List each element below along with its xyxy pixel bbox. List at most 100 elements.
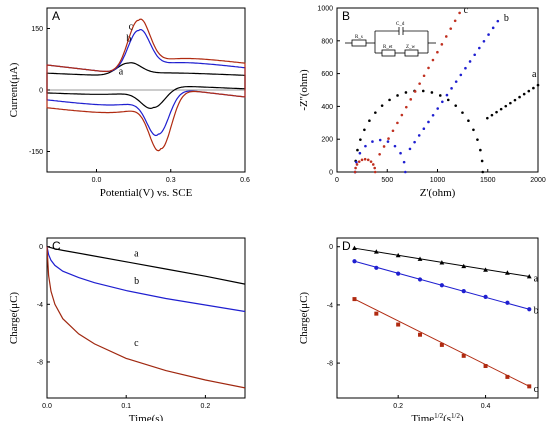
anson-point-c: [439, 342, 444, 347]
y-axis-label-d: Charge(μC): [298, 292, 310, 344]
eis-point-b: [404, 170, 407, 174]
cv-curve-b: [46, 28, 246, 137]
y-tick-label-b: 1000: [317, 6, 333, 13]
panel-label-b: B: [342, 9, 350, 23]
x-axis-label-a: Potential(V) vs. SCE: [100, 187, 193, 199]
eis-point-c: [382, 145, 386, 148]
y-tick-label-d: 0: [329, 244, 333, 251]
eis-point-c: [400, 113, 404, 117]
eis-point-a: [509, 101, 512, 105]
eis-point-b: [417, 134, 421, 137]
fit-line-c: [354, 298, 530, 387]
eis-point-a: [446, 98, 450, 102]
eis-point-b: [487, 33, 490, 36]
eis-point-c: [373, 166, 376, 170]
x-tick-label-c: 0.2: [201, 403, 211, 410]
eis-point-c: [353, 170, 357, 174]
eis-point-c: [373, 170, 377, 174]
x-tick-label-b: 0: [335, 177, 339, 184]
eis-point-a: [380, 104, 384, 107]
eis-point-c: [444, 35, 448, 38]
anson-point-a: [395, 252, 401, 258]
anson-point-b: [505, 300, 510, 305]
plot-frame-d: [336, 237, 539, 399]
cv-curve-a: [46, 62, 246, 110]
y-tick-label-c: -4: [37, 302, 43, 309]
y-tick-label-c: 0: [39, 244, 43, 251]
eis-point-a: [467, 119, 470, 123]
anson-point-c: [461, 353, 466, 358]
eis-point-a: [472, 128, 475, 132]
series-label-c-c: c: [134, 338, 139, 349]
eis-point-b: [464, 66, 467, 70]
anson-point-c: [396, 322, 401, 327]
eis-point-b: [364, 144, 367, 148]
eis-point-c: [427, 66, 430, 70]
warburg-zw: [404, 49, 419, 57]
y-axis-label-a: Current(μA): [8, 62, 20, 117]
eis-point-a: [430, 91, 434, 94]
eis-point-c: [363, 157, 367, 161]
eis-point-a: [495, 110, 498, 114]
eis-point-b: [478, 46, 481, 50]
circuit-label-rs: R_s: [355, 35, 363, 40]
anson-point-b: [527, 307, 532, 312]
eis-point-b: [371, 140, 374, 143]
resistor-rs: [351, 39, 367, 47]
eis-point-b: [386, 140, 390, 143]
series-label-a-a: a: [119, 66, 124, 77]
eis-point-a: [476, 138, 479, 141]
eis-point-b: [378, 138, 382, 142]
x-axis-label-d: Time1/2(s1/2): [411, 412, 464, 421]
x-axis-label-b: Z'(ohm): [420, 187, 456, 199]
equivalent-circuit-inset: R_s C_d R_et Z_w: [345, 22, 436, 57]
eis-point-c: [369, 160, 373, 163]
eis-point-a: [480, 159, 484, 163]
eis-point-b: [358, 151, 362, 155]
y-axis-label-b: -Z''(ohm): [298, 69, 310, 111]
panel-label-c: C: [52, 239, 61, 253]
eis-point-a: [490, 113, 494, 117]
anson-point-b: [439, 283, 444, 288]
x-tick-label-c: 0.1: [121, 403, 131, 410]
y-tick-label-d: -8: [327, 361, 333, 368]
eis-point-a: [404, 91, 408, 94]
eis-point-c: [404, 105, 408, 109]
panel-label-d: D: [342, 239, 351, 253]
eis-point-a: [522, 92, 526, 96]
y-tick-label-b: 0: [329, 170, 333, 177]
eis-point-a: [504, 104, 508, 108]
y-tick-label-a: 150: [31, 26, 43, 33]
eis-point-b: [422, 127, 426, 131]
series-label-d-a: a: [534, 274, 539, 285]
eis-point-c: [440, 43, 444, 46]
eis-point-c: [431, 58, 435, 62]
eis-point-c: [391, 129, 395, 133]
x-tick-label-b: 1000: [430, 177, 446, 184]
y-tick-label-a: -150: [29, 149, 43, 156]
eis-point-a: [527, 89, 531, 93]
anson-point-a: [352, 245, 357, 250]
series-label-c-b: b: [134, 276, 139, 287]
series-label-b-c: c: [464, 5, 469, 16]
series-label-d-c: c: [534, 384, 539, 395]
x-tick-label-b: 500: [381, 177, 393, 184]
anson-point-a: [461, 263, 467, 269]
anson-point-b: [352, 259, 357, 264]
eis-point-c: [387, 137, 390, 140]
chart-charge-time: 0.0 0.1 0.2 0 -4 -8 C Charge(μC) Time(s) a b c: [8, 237, 246, 421]
eis-point-b: [436, 107, 440, 110]
y-tick-label-a: 0: [39, 88, 43, 95]
anson-point-c: [483, 364, 488, 368]
x-tick-label-d: 0.4: [481, 403, 491, 410]
y-tick-label-b: 400: [321, 104, 333, 111]
x-tick-label-a: 0.6: [240, 177, 250, 184]
eis-point-b: [473, 53, 476, 57]
circuit-label-ret: R_et: [383, 45, 393, 50]
x-tick-label-a: 0.0: [92, 177, 102, 184]
eis-point-c: [371, 163, 375, 166]
eis-point-b: [468, 60, 472, 63]
eis-point-a: [481, 170, 485, 174]
x-axis-label-c: Time(s): [129, 413, 164, 421]
eis-point-a: [374, 111, 377, 114]
